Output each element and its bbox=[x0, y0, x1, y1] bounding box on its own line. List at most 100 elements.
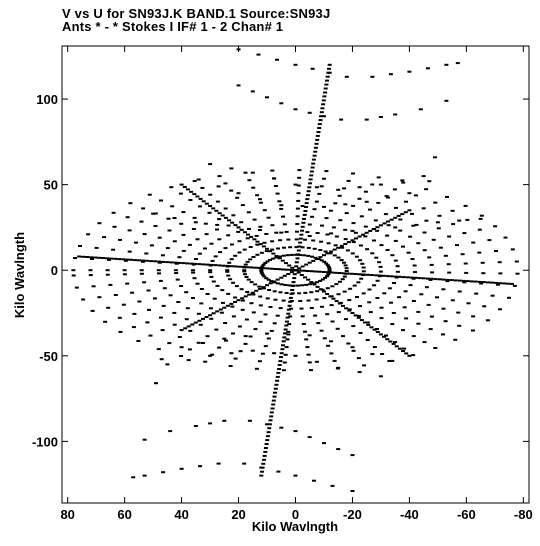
uv-point bbox=[205, 335, 210, 338]
uv-point bbox=[461, 279, 466, 282]
uv-point bbox=[285, 338, 290, 341]
uv-point bbox=[245, 291, 250, 293]
uv-point bbox=[260, 273, 265, 276]
uv-point bbox=[290, 292, 295, 295]
uv-point bbox=[74, 286, 79, 289]
uv-point bbox=[372, 346, 377, 348]
uv-point bbox=[245, 237, 250, 240]
uv-point bbox=[278, 360, 283, 363]
uv-point bbox=[271, 257, 276, 260]
uv-point bbox=[265, 260, 270, 263]
uv-point bbox=[251, 311, 256, 314]
uv-point bbox=[85, 256, 90, 258]
uv-point bbox=[177, 336, 182, 338]
uv-point bbox=[201, 200, 206, 203]
uv-point bbox=[414, 223, 419, 226]
uv-point bbox=[81, 255, 86, 258]
uv-point bbox=[370, 75, 375, 78]
uv-point bbox=[489, 281, 494, 284]
uv-point bbox=[477, 228, 482, 231]
uv-point bbox=[265, 267, 270, 270]
uv-point bbox=[186, 325, 191, 328]
uv-point bbox=[172, 311, 177, 314]
uv-point bbox=[331, 226, 336, 229]
uv-point bbox=[118, 238, 122, 241]
uv-point bbox=[344, 270, 349, 272]
uv-point bbox=[371, 228, 376, 230]
uv-point bbox=[264, 233, 269, 235]
uv-point bbox=[246, 278, 251, 281]
chart-title: V vs U for SN93J.K BAND.1 Source:SN93J bbox=[62, 6, 330, 21]
uv-point bbox=[341, 304, 345, 307]
uv-point bbox=[271, 399, 276, 402]
uv-point bbox=[275, 278, 280, 281]
uv-point bbox=[429, 277, 434, 280]
uv-point bbox=[208, 269, 213, 272]
uv-point bbox=[208, 264, 213, 267]
uv-point bbox=[172, 217, 177, 219]
uv-point bbox=[157, 260, 162, 263]
x-tick-label: 40 bbox=[174, 507, 188, 522]
uv-point bbox=[355, 296, 359, 298]
uv-point bbox=[236, 84, 241, 87]
uv-point bbox=[300, 315, 305, 318]
uv-point bbox=[157, 236, 162, 239]
uv-point bbox=[269, 329, 274, 332]
uv-point bbox=[223, 216, 228, 219]
uv-point bbox=[350, 229, 355, 232]
uv-point bbox=[356, 357, 361, 360]
uv-point bbox=[344, 318, 348, 321]
uv-point bbox=[351, 241, 356, 244]
uv-point bbox=[363, 190, 368, 193]
uv-point bbox=[187, 348, 192, 351]
uv-point bbox=[353, 273, 358, 275]
uv-point bbox=[243, 273, 247, 276]
uv-point bbox=[377, 275, 382, 278]
uv-point bbox=[111, 211, 116, 214]
uv-point bbox=[401, 276, 406, 279]
uv-point bbox=[413, 271, 417, 274]
uv-point bbox=[380, 353, 385, 355]
uv-point bbox=[108, 283, 113, 286]
uv-point bbox=[307, 283, 312, 286]
uv-point bbox=[373, 274, 378, 277]
uv-point bbox=[293, 474, 298, 477]
uv-point bbox=[217, 238, 222, 241]
uv-point bbox=[332, 254, 337, 257]
uv-point bbox=[176, 301, 181, 303]
uv-point bbox=[429, 263, 434, 266]
uv-point bbox=[320, 278, 325, 281]
uv-point bbox=[71, 274, 76, 277]
uv-point bbox=[479, 214, 484, 217]
uv-point bbox=[329, 304, 334, 307]
uv-point bbox=[263, 262, 268, 264]
uv-point bbox=[229, 167, 234, 170]
uv-point bbox=[413, 276, 418, 279]
uv-point bbox=[315, 290, 320, 293]
uv-point bbox=[356, 314, 361, 317]
uv-point bbox=[270, 169, 275, 172]
uv-point bbox=[384, 334, 388, 337]
uv-point bbox=[220, 289, 225, 292]
uv-point bbox=[272, 322, 277, 325]
uv-point bbox=[312, 208, 317, 211]
uv-point bbox=[137, 259, 142, 262]
uv-point bbox=[278, 255, 282, 258]
uv-point bbox=[262, 454, 267, 457]
uv-point bbox=[103, 320, 108, 323]
uv-point bbox=[179, 346, 184, 349]
x-tick-label: -40 bbox=[400, 507, 419, 522]
uv-point bbox=[339, 244, 344, 247]
uv-point bbox=[294, 253, 299, 256]
uv-point bbox=[118, 330, 123, 333]
uv-point bbox=[339, 259, 344, 262]
uv-point bbox=[215, 223, 220, 226]
uv-point bbox=[262, 209, 267, 212]
uv-point bbox=[296, 192, 301, 195]
uv-point bbox=[370, 353, 375, 356]
uv-point bbox=[137, 300, 142, 303]
uv-point bbox=[497, 282, 502, 285]
uv-point bbox=[359, 277, 364, 280]
uv-point bbox=[369, 326, 374, 329]
uv-point bbox=[213, 264, 218, 267]
